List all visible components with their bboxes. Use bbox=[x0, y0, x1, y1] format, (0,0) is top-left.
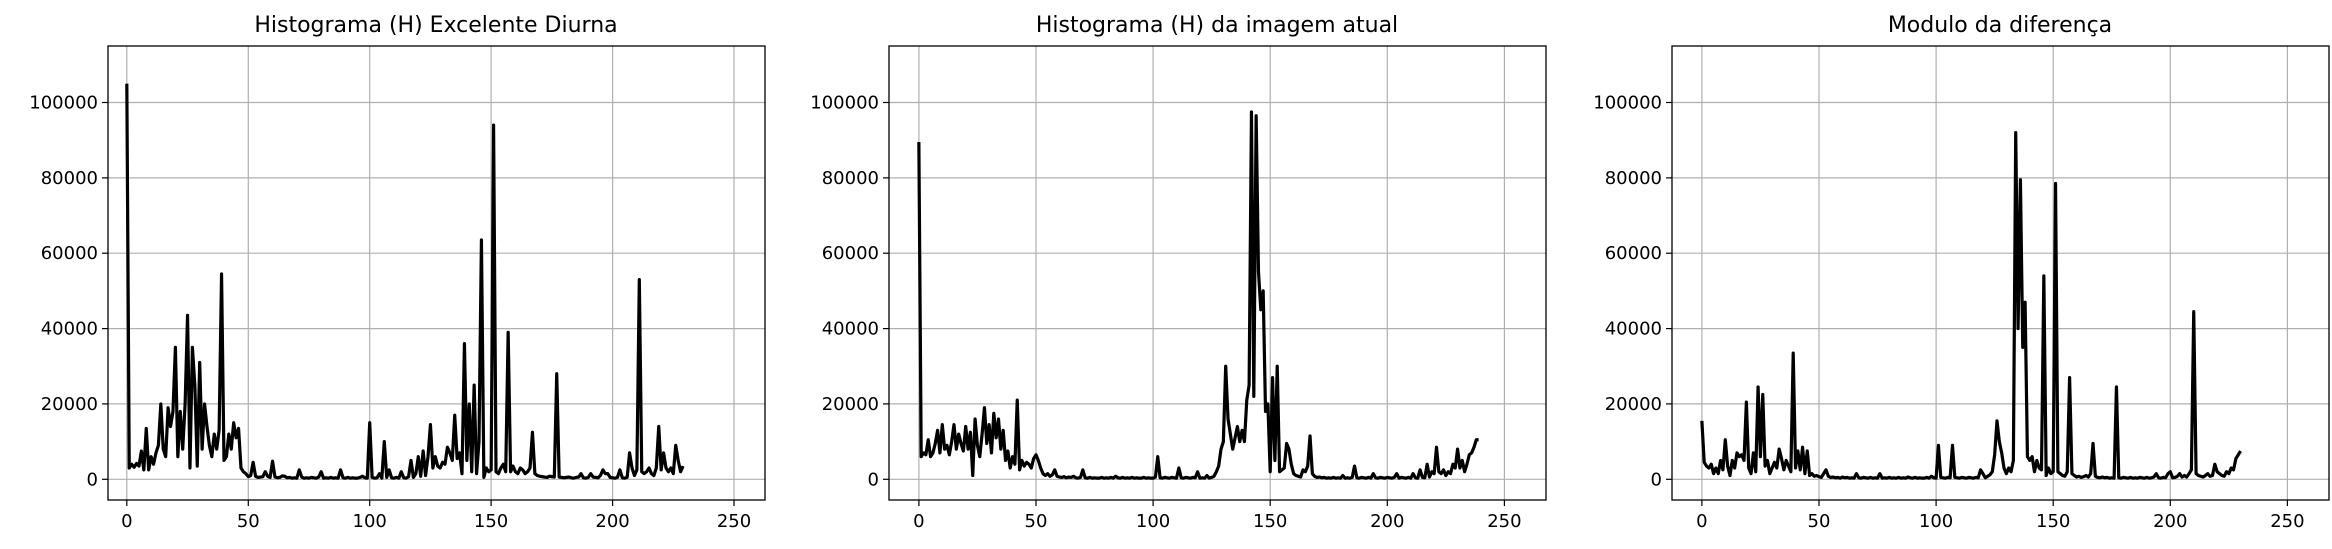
x-tick-label: 200 bbox=[2153, 511, 2187, 532]
y-tick-label: 60000 bbox=[1605, 243, 1662, 264]
y-tick-label: 20000 bbox=[41, 394, 98, 415]
grid bbox=[889, 46, 1546, 500]
grid bbox=[108, 46, 765, 500]
y-tick-label: 40000 bbox=[1605, 319, 1662, 340]
x-tick-label: 50 bbox=[1808, 511, 1831, 532]
x-tick-label: 200 bbox=[1370, 511, 1404, 532]
chart-histograma-excelente-diurna: Histograma (H) Excelente Diurna 0 50 100 15… bbox=[29, 13, 766, 532]
x-tick-label: 200 bbox=[595, 511, 629, 532]
x-tick-label: 250 bbox=[2270, 511, 2304, 532]
y-tick-label: 20000 bbox=[822, 394, 879, 415]
x-tick-label: 100 bbox=[353, 511, 387, 532]
series-line bbox=[125, 83, 685, 480]
y-tick-label: 40000 bbox=[822, 319, 879, 340]
y-tick-label: 100000 bbox=[810, 93, 879, 114]
y-axis: 0 20000 40000 60000 80000 100000 bbox=[810, 93, 889, 490]
y-axis: 0 20000 40000 60000 80000 100000 bbox=[29, 93, 108, 490]
y-tick-label: 0 bbox=[1651, 469, 1662, 490]
x-tick-label: 100 bbox=[1919, 511, 1953, 532]
axes-frame bbox=[888, 45, 1547, 501]
x-tick-label: 0 bbox=[1696, 511, 1707, 532]
y-tick-label: 40000 bbox=[41, 319, 98, 340]
y-tick-label: 80000 bbox=[41, 168, 98, 189]
chart-histograma-imagem-atual: Histograma (H) da imagem atual 0 50 100 150… bbox=[810, 13, 1547, 532]
y-tick-label: 0 bbox=[87, 469, 98, 490]
y-tick-label: 20000 bbox=[1605, 394, 1662, 415]
y-tick-label: 80000 bbox=[822, 168, 879, 189]
y-tick-label: 60000 bbox=[41, 243, 98, 264]
chart-title: Histograma (H) da imagem atual bbox=[1036, 13, 1398, 38]
x-tick-label: 0 bbox=[121, 511, 132, 532]
axes-frame bbox=[1671, 45, 2330, 501]
x-axis: 0 50 100 150 200 250 bbox=[913, 500, 1522, 532]
grid bbox=[1672, 46, 2329, 500]
x-tick-label: 150 bbox=[1253, 511, 1287, 532]
y-tick-label: 100000 bbox=[1593, 93, 1662, 114]
x-axis: 0 50 100 150 200 250 bbox=[121, 500, 751, 532]
x-tick-label: 250 bbox=[717, 511, 751, 532]
x-tick-label: 100 bbox=[1136, 511, 1170, 532]
x-tick-label: 0 bbox=[913, 511, 924, 532]
y-axis: 0 20000 40000 60000 80000 100000 bbox=[1593, 93, 1672, 490]
chart-modulo-da-diferenca: Modulo da diferença 0 50 100 150 200 250 0 200… bbox=[1593, 13, 2330, 532]
y-tick-label: 80000 bbox=[1605, 168, 1662, 189]
axes-frame bbox=[107, 45, 766, 501]
x-axis: 0 50 100 150 200 250 bbox=[1696, 500, 2305, 532]
x-tick-label: 150 bbox=[2036, 511, 2070, 532]
y-tick-label: 0 bbox=[868, 469, 879, 490]
x-tick-label: 50 bbox=[237, 511, 260, 532]
x-tick-label: 50 bbox=[1025, 511, 1048, 532]
x-tick-label: 250 bbox=[1487, 511, 1521, 532]
chart-title: Histograma (H) Excelente Diurna bbox=[254, 13, 617, 38]
chart-title: Modulo da diferença bbox=[1888, 13, 2112, 38]
x-tick-label: 150 bbox=[474, 511, 508, 532]
series-line bbox=[917, 110, 1479, 480]
y-tick-label: 100000 bbox=[29, 93, 98, 114]
series-line bbox=[1700, 131, 2242, 480]
y-tick-label: 60000 bbox=[822, 243, 879, 264]
